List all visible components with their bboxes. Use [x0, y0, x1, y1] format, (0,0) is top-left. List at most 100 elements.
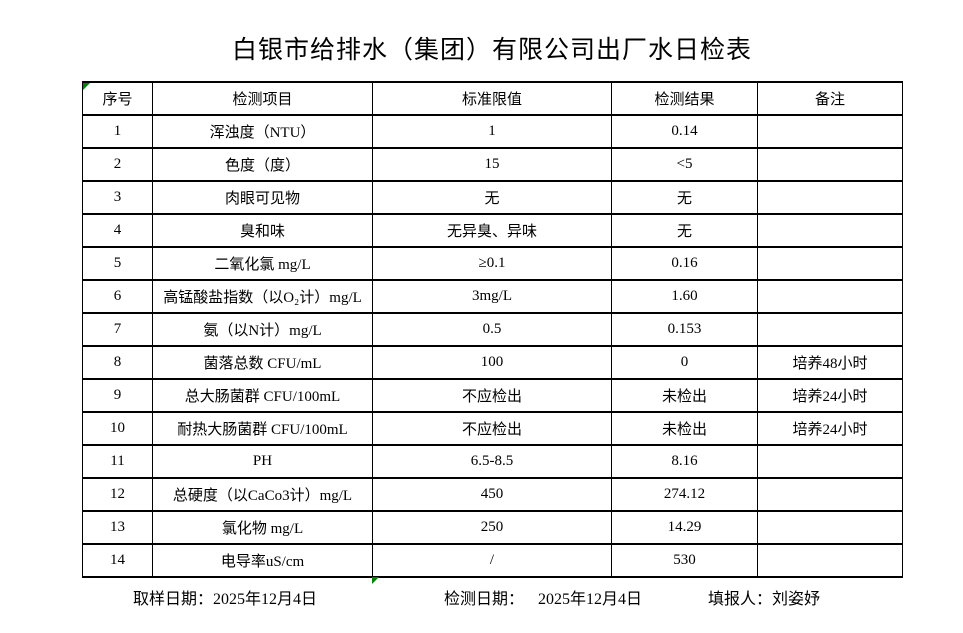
cell-note: 培养24小时 — [757, 411, 903, 446]
test-date: 检测日期： 2025年12月4日 — [444, 585, 642, 609]
cell-item: 色度（度） — [152, 147, 373, 182]
cell-result: 1.60 — [611, 279, 758, 314]
table-row: 9 总大肠菌群 CFU/100mL 不应检出 未检出 培养24小时 — [82, 378, 903, 413]
reporter-value: 刘姿妤 — [772, 591, 821, 608]
cell-result: 274.12 — [611, 477, 758, 512]
table-row: 5 二氧化氯 mg/L ≥0.1 0.16 — [82, 246, 903, 281]
cell-result: 0.153 — [611, 312, 758, 347]
table-body: 1 浑浊度（NTU） 1 0.14 2 色度（度） 15 <5 3 肉眼可见物无无 4 臭和味 无异臭、… — [82, 114, 903, 578]
cell-note — [757, 114, 903, 149]
cell-item: 总硬度（以CaCo3计）mg/L — [152, 477, 373, 512]
cell-limit: ≥0.1 — [372, 246, 612, 281]
inspection-table: 序号 检测项目 标准限值 检测结果 备注 1 浑浊度（NTU） 1 0.14 2 色度（度… — [82, 81, 903, 578]
cell-item: 肉眼可见物 — [152, 180, 373, 215]
table-row: 11 PH 6.5-8.5 8.16 — [82, 444, 903, 479]
cell-note — [757, 312, 903, 347]
cell-no: 1 — [82, 114, 153, 149]
cell-limit: 无 — [372, 180, 612, 215]
cell-error-indicator-icon — [372, 577, 379, 584]
cell-item: 氨（以N计）mg/L — [152, 312, 373, 347]
cell-no: 2 — [82, 147, 153, 182]
test-date-label: 检测日期： — [444, 591, 525, 608]
page-title: 白银市给排水（集团）有限公司出厂水日检表 — [231, 37, 752, 64]
cell-note — [757, 477, 903, 512]
cell-result: 无 — [611, 213, 758, 248]
table-row: 13 氯化物 mg/L 250 14.29 — [82, 510, 903, 545]
cell-result: 14.29 — [611, 510, 758, 545]
header-item: 检测项目 — [152, 81, 373, 116]
reporter: 填报人：刘姿妤 — [708, 585, 820, 609]
cell-result: 0.14 — [611, 114, 758, 149]
table-row: 3 肉眼可见物无无 — [82, 180, 903, 215]
cell-item: PH — [152, 444, 373, 479]
cell-limit: 不应检出 — [372, 378, 612, 413]
footer: 取样日期：2025年12月4日 检测日期： 2025年12月4日 填报人：刘姿妤 — [0, 585, 963, 609]
test-date-value: 2025年12月4日 — [538, 591, 643, 608]
cell-limit: 100 — [372, 345, 612, 380]
cell-note — [757, 246, 903, 281]
cell-note — [757, 444, 903, 479]
table-row: 7 氨（以N计）mg/L 0.5 0.153 — [82, 312, 903, 347]
header-no-label: 序号 — [102, 92, 133, 108]
cell-item: 菌落总数 CFU/mL — [152, 345, 373, 380]
cell-result: 无 — [611, 180, 758, 215]
cell-item: 氯化物 mg/L — [152, 510, 373, 545]
cell-result: <5 — [611, 147, 758, 182]
cell-no: 12 — [82, 477, 153, 512]
cell-no: 8 — [82, 345, 153, 380]
cell-note: 培养48小时 — [757, 345, 903, 380]
header-note: 备注 — [757, 81, 903, 116]
header-result: 检测结果 — [611, 81, 758, 116]
cell-limit: 450 — [372, 477, 612, 512]
cell-result: 未检出 — [611, 411, 758, 446]
cell-item: 臭和味 — [152, 213, 373, 248]
table-row: 10 耐热大肠菌群 CFU/100mL 不应检出 未检出 培养24小时 — [82, 411, 903, 446]
sample-date-value: 2025年12月4日 — [213, 591, 318, 608]
cell-no: 11 — [82, 444, 153, 479]
cell-item: 电导率uS/cm — [152, 543, 373, 578]
table-header-row: 序号 检测项目 标准限值 检测结果 备注 — [82, 81, 903, 116]
cell-note — [757, 213, 903, 248]
cell-item: 高锰酸盐指数（以O₂计）mg/L — [152, 279, 373, 314]
cell-item: 总大肠菌群 CFU/100mL — [152, 378, 373, 413]
cell-item: 耐热大肠菌群 CFU/100mL — [152, 411, 373, 446]
table-row: 2 色度（度） 15 <5 — [82, 147, 903, 182]
cell-no: 9 — [82, 378, 153, 413]
header-limit: 标准限值 — [372, 81, 612, 116]
table-row: 1 浑浊度（NTU） 1 0.14 — [82, 114, 903, 149]
table-row: 12 总硬度（以CaCo3计）mg/L 450 274.12 — [82, 477, 903, 512]
table-row: 14 电导率uS/cm/530 — [82, 543, 903, 578]
cell-result: 0.16 — [611, 246, 758, 281]
cell-no: 14 — [82, 543, 153, 578]
cell-limit: 15 — [372, 147, 612, 182]
cell-limit: 6.5-8.5 — [372, 444, 612, 479]
cell-limit: 1 — [372, 114, 612, 149]
sample-date-label: 取样日期： — [133, 591, 214, 608]
cell-result: 0 — [611, 345, 758, 380]
cell-result: 8.16 — [611, 444, 758, 479]
cell-no: 6 — [82, 279, 153, 314]
cell-limit: / — [372, 543, 612, 578]
cell-no: 13 — [82, 510, 153, 545]
cell-note — [757, 147, 903, 182]
cell-limit: 3mg/L — [372, 279, 612, 314]
cell-error-indicator-icon — [83, 84, 90, 90]
cell-result: 530 — [611, 543, 758, 578]
header-no: 序号 — [82, 81, 153, 116]
cell-note — [757, 543, 903, 578]
table-row: 8 菌落总数 CFU/mL 100 0 培养48小时 — [82, 345, 903, 380]
cell-limit: 250 — [372, 510, 612, 545]
cell-note — [757, 180, 903, 215]
cell-note — [757, 510, 903, 545]
cell-no: 7 — [82, 312, 153, 347]
sample-date: 取样日期：2025年12月4日 — [133, 585, 317, 609]
cell-result: 未检出 — [611, 378, 758, 413]
cell-no: 10 — [82, 411, 153, 446]
cell-limit: 0.5 — [372, 312, 612, 347]
cell-item: 二氧化氯 mg/L — [152, 246, 373, 281]
reporter-label: 填报人： — [708, 591, 773, 608]
table-row: 6 高锰酸盐指数（以O₂计）mg/L 3mg/L 1.60 — [82, 279, 903, 314]
cell-no: 3 — [82, 180, 153, 215]
cell-limit: 无异臭、异味 — [372, 213, 612, 248]
